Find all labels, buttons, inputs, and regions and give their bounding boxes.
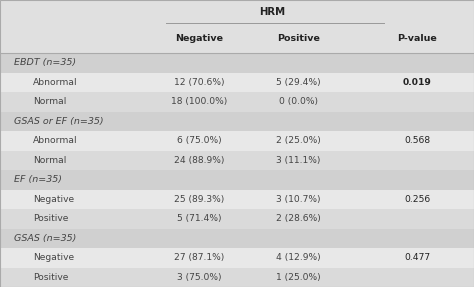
Text: Normal: Normal	[33, 156, 66, 165]
Text: 24 (88.9%): 24 (88.9%)	[174, 156, 224, 165]
Text: P-value: P-value	[397, 34, 437, 43]
Text: GSAS or EF (n=35): GSAS or EF (n=35)	[14, 117, 104, 126]
Text: 0 (0.0%): 0 (0.0%)	[279, 97, 318, 106]
Text: Normal: Normal	[33, 97, 66, 106]
Text: HRM: HRM	[259, 7, 286, 17]
Text: 25 (89.3%): 25 (89.3%)	[174, 195, 224, 204]
Text: Abnormal: Abnormal	[33, 136, 78, 145]
Text: 2 (28.6%): 2 (28.6%)	[276, 214, 321, 223]
Bar	[0, 112, 474, 131]
Text: GSAS (n=35): GSAS (n=35)	[14, 234, 77, 243]
Bar	[0, 170, 474, 189]
Bar	[0, 24, 474, 53]
Text: 0.019: 0.019	[403, 78, 431, 87]
Text: 0.477: 0.477	[404, 253, 430, 262]
Text: 1 (25.0%): 1 (25.0%)	[276, 273, 321, 282]
Text: 18 (100.0%): 18 (100.0%)	[171, 97, 227, 106]
Text: Negative: Negative	[33, 253, 74, 262]
Text: 6 (75.0%): 6 (75.0%)	[177, 136, 221, 145]
Bar	[0, 131, 474, 151]
Bar	[0, 53, 474, 73]
Text: 0.568: 0.568	[404, 136, 430, 145]
Bar	[0, 92, 474, 112]
Text: 3 (10.7%): 3 (10.7%)	[276, 195, 321, 204]
Text: Positive: Positive	[277, 34, 320, 43]
Text: EBDT (n=35): EBDT (n=35)	[14, 58, 76, 67]
Text: Positive: Positive	[33, 214, 69, 223]
Bar	[0, 228, 474, 248]
Bar	[0, 189, 474, 209]
Text: 2 (25.0%): 2 (25.0%)	[276, 136, 321, 145]
Text: 4 (12.9%): 4 (12.9%)	[276, 253, 321, 262]
Text: 3 (75.0%): 3 (75.0%)	[177, 273, 221, 282]
Text: 5 (29.4%): 5 (29.4%)	[276, 78, 321, 87]
Text: 5 (71.4%): 5 (71.4%)	[177, 214, 221, 223]
Text: Abnormal: Abnormal	[33, 78, 78, 87]
Text: 3 (11.1%): 3 (11.1%)	[276, 156, 321, 165]
Bar	[0, 151, 474, 170]
Text: 12 (70.6%): 12 (70.6%)	[174, 78, 224, 87]
Bar	[0, 248, 474, 267]
Text: EF (n=35): EF (n=35)	[14, 175, 62, 184]
Text: Negative: Negative	[33, 195, 74, 204]
Text: 0.256: 0.256	[404, 195, 430, 204]
Text: Negative: Negative	[175, 34, 223, 43]
Bar	[0, 267, 474, 287]
Text: Positive: Positive	[33, 273, 69, 282]
Bar	[0, 0, 474, 24]
Text: 27 (87.1%): 27 (87.1%)	[174, 253, 224, 262]
Bar	[0, 209, 474, 228]
Bar	[0, 73, 474, 92]
